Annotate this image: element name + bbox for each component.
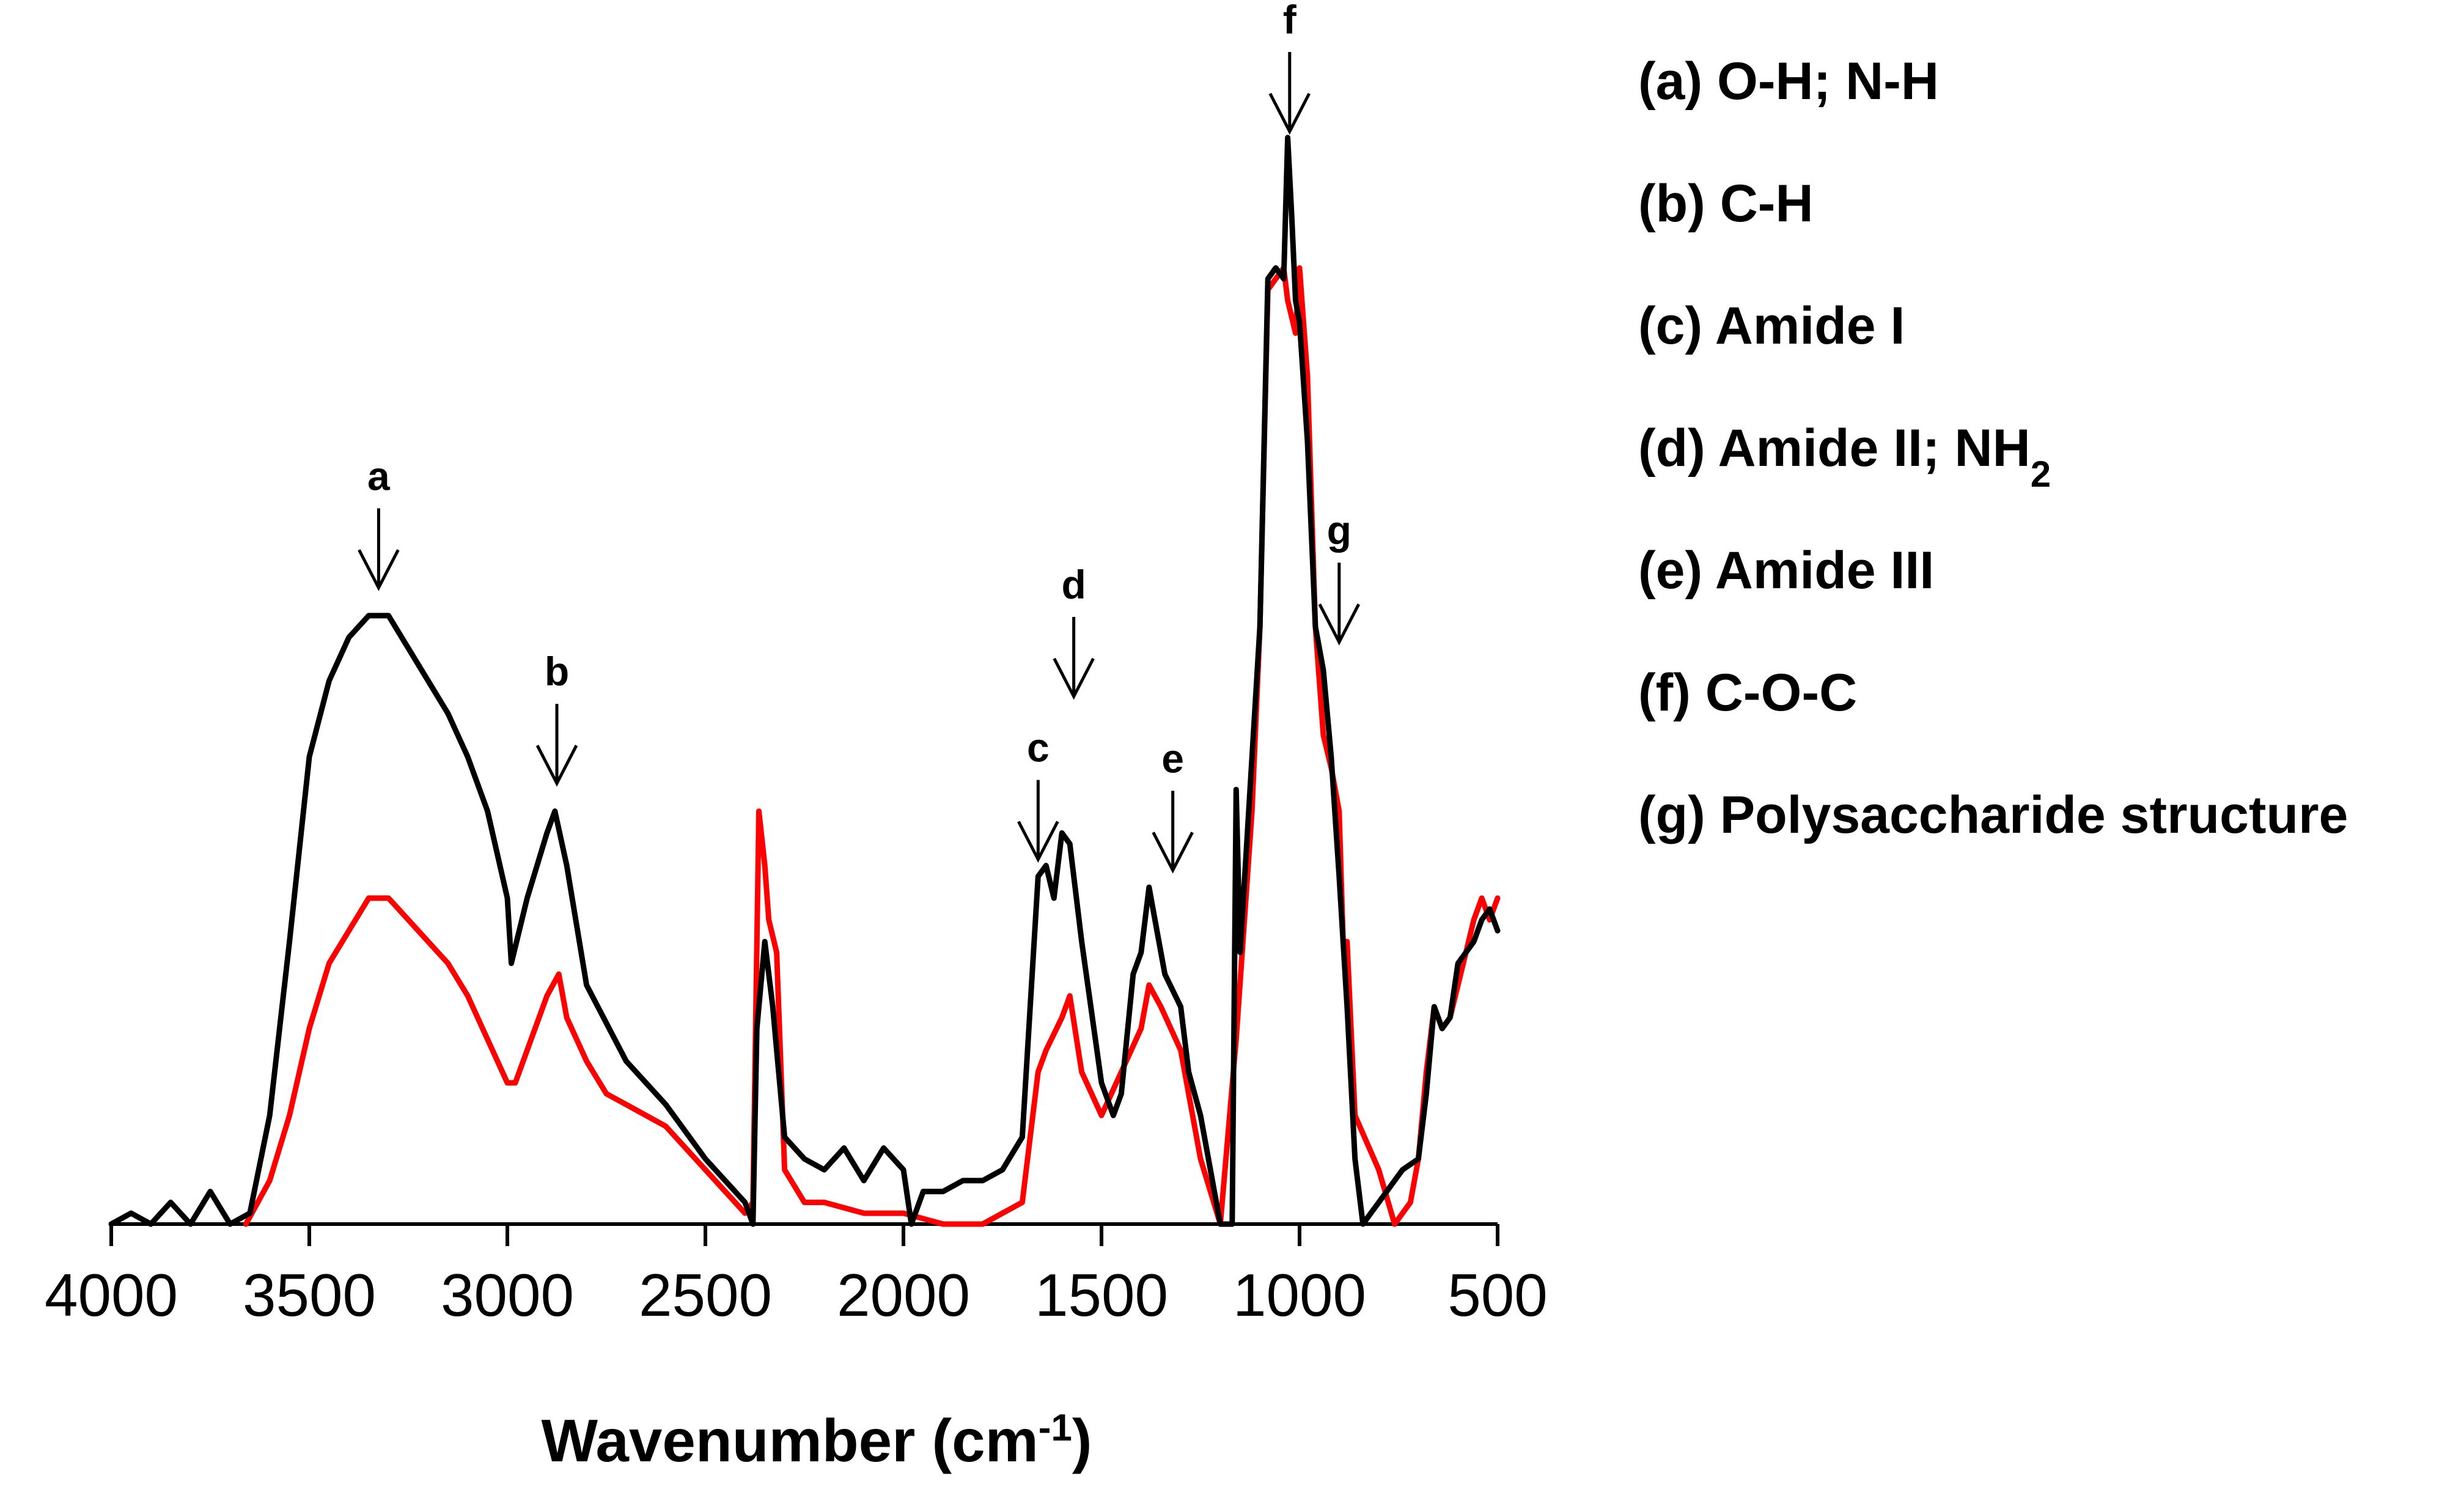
legend-entry-text: (d) Amide II; NH	[1638, 419, 2031, 478]
peak-b-annotation: b	[535, 649, 578, 787]
peak-arrow-head	[1053, 657, 1095, 700]
legend-entry: (g) Polysaccharide structure	[1638, 786, 2348, 844]
x-tick-label: 2000	[837, 1261, 970, 1329]
peak-letter-label: e	[1161, 736, 1184, 781]
x-tick-label: 1000	[1233, 1261, 1366, 1329]
peak-f-annotation: f	[1268, 0, 1311, 135]
black-spectrum-line	[108, 135, 1501, 1227]
legend-entry-text: (c) Amide I	[1638, 297, 1905, 355]
peak-letter-label: a	[367, 453, 391, 498]
x-axis-title-suffix: )	[1072, 1407, 1092, 1474]
red-spectrum-line	[243, 265, 1501, 1227]
legend-entry-text: (a) O-H; N-H	[1638, 52, 1939, 111]
legend: (a) O-H; N-H (b) C-H (c) Amide I (d) Amide …	[1638, 52, 2348, 844]
x-axis-title-superscript: -1	[1039, 1407, 1072, 1449]
legend-entry: (f) C-O-C	[1638, 663, 1857, 722]
x-axis-title: Wavenumber (cm-1)	[541, 1407, 1092, 1475]
axes: 4000 3500 3000 2500 2000 1500 1000 500	[45, 1222, 1548, 1329]
x-tick-label: 1500	[1035, 1261, 1168, 1329]
peak-arrow-head	[1268, 92, 1311, 135]
peak-letter-label: g	[1327, 507, 1352, 553]
peak-letter-label: f	[1283, 0, 1297, 42]
peak-arrow-head	[1017, 821, 1059, 863]
legend-entry: (c) Amide I	[1638, 297, 1905, 355]
peak-letter-label: d	[1061, 562, 1086, 607]
legend-entry-subscript: 2	[2031, 454, 2051, 495]
legend-entry-text: (e) Amide III	[1638, 541, 1934, 600]
legend-entry-text: (g) Polysaccharide structure	[1638, 786, 2348, 844]
legend-entry: (b) C-H	[1638, 174, 1814, 233]
peak-letter-label: c	[1027, 725, 1050, 770]
peak-d-annotation: d	[1053, 562, 1095, 700]
peak-arrow-head	[1152, 832, 1194, 874]
peak-e-annotation: e	[1152, 736, 1194, 874]
legend-entry-text: (b) C-H	[1638, 174, 1814, 233]
legend-entry: (e) Amide III	[1638, 541, 1934, 600]
legend-entry: (d) Amide II; NH2	[1638, 419, 2051, 495]
peak-arrow-head	[358, 549, 400, 591]
x-tick-label: 3000	[441, 1261, 574, 1329]
x-axis-title-text: Wavenumber (cm	[541, 1407, 1038, 1474]
peak-letter-label: b	[545, 649, 569, 694]
peak-a-annotation: a	[358, 453, 400, 591]
x-tick-label: 500	[1447, 1261, 1548, 1329]
x-tick-label: 2500	[639, 1261, 772, 1329]
legend-entry: (a) O-H; N-H	[1638, 52, 1939, 111]
x-tick-label: 3500	[243, 1261, 376, 1329]
x-tick-label: 4000	[45, 1261, 178, 1329]
series-lines	[108, 135, 1501, 1227]
peak-arrow-head	[1318, 603, 1361, 646]
legend-entry-text: (f) C-O-C	[1638, 663, 1857, 722]
peak-arrow-head	[535, 745, 578, 787]
peak-annotations: a b c d e f g	[358, 0, 1361, 874]
peak-c-annotation: c	[1017, 725, 1059, 863]
peak-g-annotation: g	[1318, 507, 1361, 646]
